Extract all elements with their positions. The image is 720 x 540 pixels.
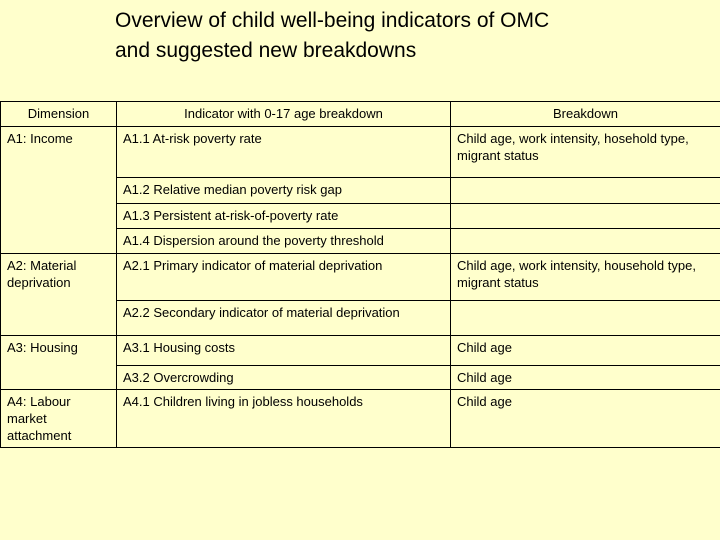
- column-header-dimension: Dimension: [0, 101, 117, 127]
- indicator-cell: A2.2 Secondary indicator of material dep…: [116, 300, 451, 336]
- dimension-cell: A4: Labour market attachment: [0, 389, 117, 448]
- breakdown-cell: [450, 228, 720, 254]
- breakdown-cell: Child age: [450, 389, 720, 448]
- breakdown-cell: [450, 203, 720, 229]
- table-row: A1.2 Relative median poverty risk gap: [1, 177, 720, 204]
- indicators-table: Dimension Indicator with 0-17 age breakd…: [0, 101, 720, 448]
- breakdown-cell: Child age: [450, 335, 720, 366]
- indicator-cell: A1.4 Dispersion around the poverty thres…: [116, 228, 451, 254]
- indicator-cell: A1.2 Relative median poverty risk gap: [116, 177, 451, 204]
- indicator-cell: A1.3 Persistent at-risk-of-poverty rate: [116, 203, 451, 229]
- slide-title-line-1: Overview of child well-being indicators …: [115, 9, 550, 32]
- indicator-cell: A3.1 Housing costs: [116, 335, 451, 366]
- dimension-cell: A2: Material deprivation: [0, 253, 117, 336]
- breakdown-cell: Child age, work intensity, household typ…: [450, 253, 720, 301]
- breakdown-cell: [450, 300, 720, 336]
- column-header-indicator: Indicator with 0-17 age breakdown: [116, 101, 451, 127]
- indicator-cell: A1.1 At-risk poverty rate: [116, 126, 451, 178]
- indicator-cell: A3.2 Overcrowding: [116, 365, 451, 390]
- breakdown-cell: Child age: [450, 365, 720, 390]
- table-header-row: Dimension Indicator with 0-17 age breakd…: [0, 101, 720, 127]
- indicator-cell: A2.1 Primary indicator of material depri…: [116, 253, 451, 301]
- dimension-cell: A3: Housing: [0, 335, 117, 390]
- breakdown-cell: [450, 177, 720, 204]
- dimension-cell: A1: Income: [0, 126, 117, 254]
- table-row: A2: Material deprivation A2.1 Primary in…: [0, 253, 720, 336]
- slide-title-line-2: and suggested new breakdowns: [115, 39, 417, 62]
- slide-title: Overview of child well-being indicators …: [115, 6, 715, 66]
- table-row: A3: Housing A3.1 Housing costs Child age: [0, 335, 720, 390]
- column-header-breakdown: Breakdown: [450, 101, 720, 127]
- table-row: A4: Labour market attachment A4.1 Childr…: [0, 389, 720, 448]
- table-row: A1: Income A1.1 At-risk poverty rate Chi…: [0, 126, 720, 254]
- table-row: A1.4 Dispersion around the poverty thres…: [1, 228, 720, 254]
- indicator-cell: A4.1 Children living in jobless househol…: [116, 389, 451, 448]
- table-row: A3.2 Overcrowding Child age: [1, 365, 720, 390]
- breakdown-cell: Child age, work intensity, hosehold type…: [450, 126, 720, 178]
